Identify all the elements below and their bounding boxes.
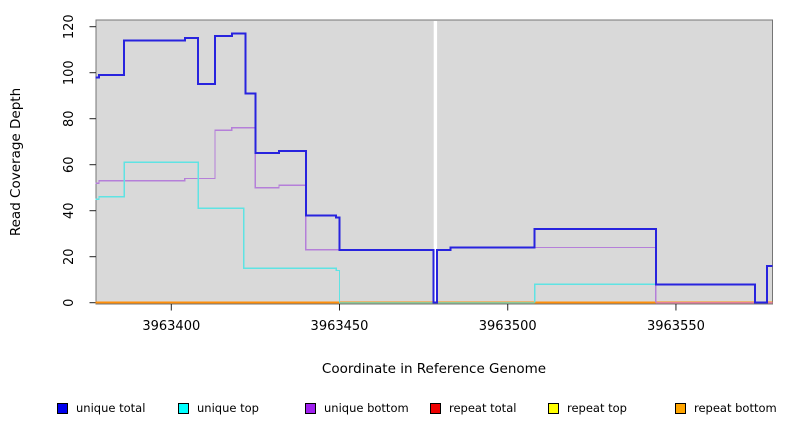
y-axis-title: Read Coverage Depth [8, 87, 24, 237]
x-axis-title: Coordinate in Reference Genome [321, 361, 547, 377]
series-line-unique-total [95, 32, 773, 304]
y-tick-label: 120 [62, 14, 77, 39]
y-tick-label: 60 [62, 156, 77, 173]
x-tick-label: 3963450 [311, 319, 369, 334]
y-tick-label: 80 [62, 110, 77, 127]
series-line-unique-top [95, 161, 341, 303]
y-tick-label: 40 [62, 202, 77, 219]
missing-data-band [433, 21, 438, 303]
y-tick-label: 20 [62, 248, 77, 265]
x-tick-label: 3963550 [647, 319, 705, 334]
x-tick-label: 3963400 [142, 319, 200, 334]
x-tick-label: 3963500 [479, 319, 537, 334]
y-tick-label: 100 [62, 60, 77, 85]
y-tick-label: 0 [62, 299, 77, 307]
